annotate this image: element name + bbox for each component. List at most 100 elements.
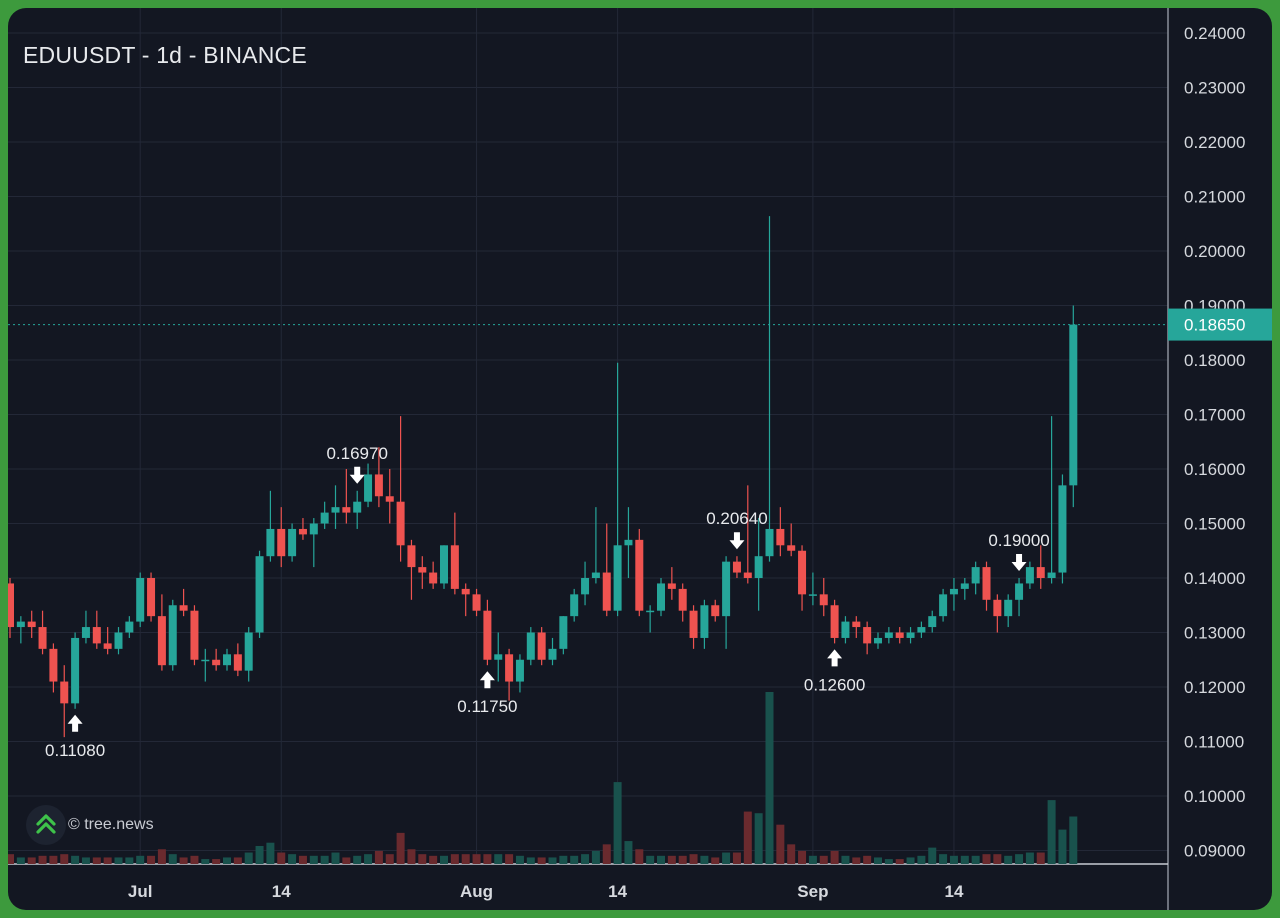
candle-body	[928, 616, 937, 628]
candle-body	[233, 654, 242, 671]
volume-bar	[602, 844, 611, 864]
candle-body	[874, 637, 882, 644]
candle-body	[309, 523, 318, 535]
candle-body	[407, 545, 416, 568]
candle-body	[92, 627, 101, 644]
volume-bar	[450, 854, 459, 864]
volume-bar	[385, 854, 394, 864]
volume-bar	[678, 855, 687, 864]
volume-bar	[906, 857, 915, 864]
volume-bar	[49, 855, 58, 864]
volume-bar	[407, 849, 416, 864]
volume-bar	[472, 854, 481, 864]
volume-bar	[830, 850, 839, 864]
volume-bar	[960, 855, 969, 864]
candle-body	[559, 616, 568, 649]
volume-bar	[179, 857, 188, 864]
y-tick-label: 0.21000	[1184, 188, 1245, 207]
volume-bar	[277, 852, 286, 864]
volume-bar	[212, 859, 221, 864]
volume-bar	[288, 854, 297, 864]
volume-bar	[60, 854, 69, 864]
candle-body	[830, 605, 839, 638]
candle-body	[993, 599, 1002, 617]
volume-bar	[1015, 854, 1024, 864]
volume-bar	[1025, 852, 1034, 864]
volume-bar	[494, 854, 503, 864]
candle-body	[548, 648, 557, 660]
volume-bar	[700, 855, 709, 864]
annotation-high: 0.20640	[706, 509, 768, 550]
candle-body	[841, 621, 850, 638]
x-tick-label: 14	[944, 882, 963, 901]
y-tick-label: 0.22000	[1184, 133, 1245, 152]
volume-bar	[233, 857, 242, 864]
y-tick-label: 0.24000	[1184, 24, 1245, 43]
volume-bar	[320, 855, 329, 864]
candle-body	[168, 605, 177, 666]
volume-bar	[732, 852, 741, 864]
volume-bar	[16, 857, 25, 864]
volume-bar	[917, 855, 926, 864]
candle-body	[364, 474, 373, 502]
arrow-down-icon	[1011, 554, 1027, 571]
volume-bar	[1036, 852, 1045, 864]
volume-bar	[591, 850, 600, 864]
candle-body	[331, 507, 340, 513]
candle-body	[16, 621, 25, 628]
candle-body	[787, 545, 796, 551]
volume-bar	[364, 854, 373, 864]
candle-body	[201, 659, 210, 662]
volume-bar	[646, 855, 655, 864]
candle-body	[103, 643, 112, 649]
candle-body	[754, 556, 763, 578]
candle-body	[635, 539, 644, 611]
x-tick-label: Aug	[460, 882, 493, 901]
candle-body	[526, 632, 535, 660]
volume-bar	[147, 855, 156, 864]
annotation-low: 0.12600	[804, 649, 865, 694]
volume-bar	[255, 845, 264, 864]
y-tick-label: 0.20000	[1184, 242, 1245, 261]
volume-bar	[331, 852, 340, 864]
candle-body	[157, 616, 166, 666]
volume-bar	[418, 854, 427, 864]
volume-bar	[483, 854, 492, 864]
candle-body	[298, 528, 307, 535]
candle-body	[81, 627, 90, 638]
candle-body	[320, 512, 329, 524]
candle-body	[537, 632, 546, 660]
candle-body	[266, 528, 275, 557]
candle-body	[505, 654, 514, 682]
y-tick-label: 0.18000	[1184, 351, 1245, 370]
x-tick-label: 14	[272, 882, 291, 901]
volume-bar	[798, 850, 807, 864]
candlestick-chart[interactable]: 0.24000 0.23000 0.22000 0.21000 0.20000 0.190…	[8, 8, 1272, 910]
volume-bar	[874, 857, 882, 864]
candle-body	[38, 627, 47, 649]
volume-bar	[895, 859, 904, 864]
candle-body	[722, 561, 731, 617]
volume-bar	[71, 855, 80, 864]
candle-body	[678, 588, 687, 611]
candle-body	[1004, 599, 1013, 617]
volume-bar	[613, 782, 622, 864]
candle-body	[1058, 485, 1067, 573]
volume-bar	[1004, 855, 1013, 864]
candle-body	[819, 594, 828, 606]
volume-bar	[635, 849, 644, 864]
arrow-down-icon	[349, 466, 365, 484]
candle-body	[1015, 583, 1024, 600]
volume-bar	[103, 857, 112, 864]
volume-bar	[201, 859, 210, 864]
volume-bar	[559, 855, 568, 864]
candle-body	[1036, 567, 1045, 578]
candle-body	[114, 632, 123, 649]
y-tick-label: 0.09000	[1184, 842, 1245, 861]
candle-body	[49, 648, 58, 682]
x-tick-label: 14	[608, 882, 627, 901]
volume-bar	[136, 855, 145, 864]
volume-bar	[1058, 829, 1067, 864]
volume-bar	[38, 855, 47, 864]
last-price-badge	[1168, 308, 1272, 341]
